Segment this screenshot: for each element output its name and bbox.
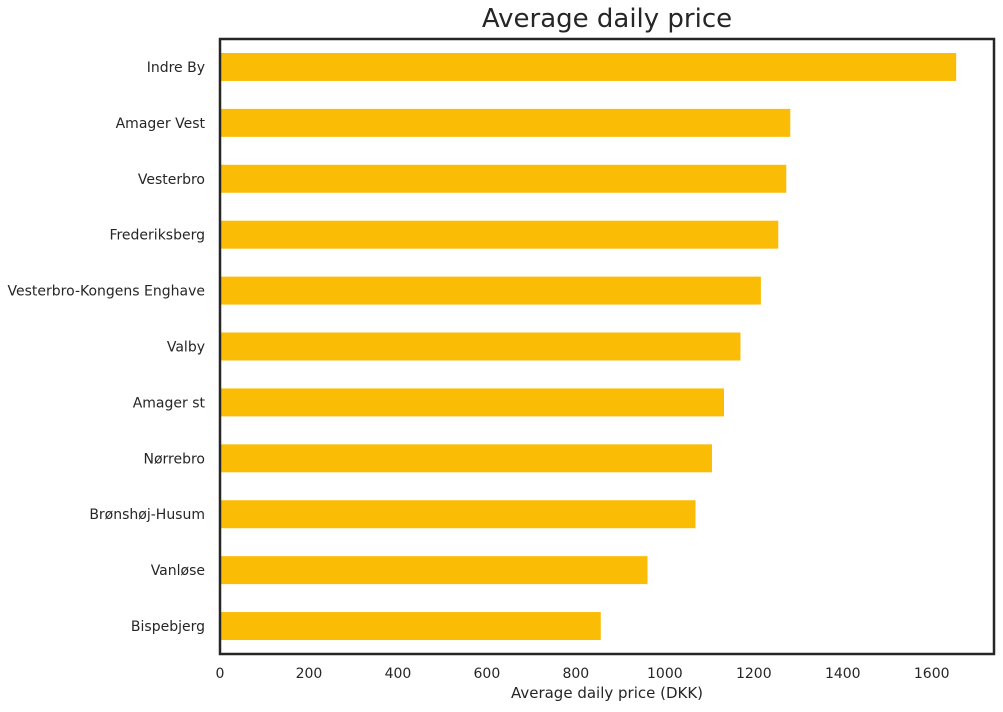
bar (220, 444, 712, 473)
x-tick-label: 0 (216, 666, 225, 682)
category-label: Vanløse (151, 563, 205, 579)
bar (220, 556, 648, 585)
x-axis-ticks: 0 200 400 600 800 1000 1200 1400 1600 (216, 666, 950, 682)
chart-title: Average daily price (481, 4, 733, 34)
bar (220, 276, 761, 305)
x-tick-label: 1600 (914, 666, 950, 682)
plot-frame (218, 37, 996, 656)
category-label: Amager st (133, 395, 206, 411)
x-tick-label: 600 (474, 666, 501, 682)
x-axis-label: Average daily price (DKK) (511, 684, 703, 702)
category-label: Indre By (147, 60, 205, 76)
bar (220, 108, 791, 137)
x-tick-label: 200 (296, 666, 323, 682)
category-label: Nørrebro (143, 451, 205, 467)
bar (220, 612, 601, 641)
category-labels: Indre By Amager Vest Vesterbro Frederiksber… (8, 60, 206, 635)
category-label: Valby (167, 340, 205, 356)
x-tick-label: 1000 (647, 666, 683, 682)
bar (220, 220, 779, 249)
category-label: Vesterbro (138, 172, 205, 188)
bar (220, 52, 957, 81)
bar (220, 500, 696, 529)
bar (220, 388, 724, 417)
bar (220, 332, 741, 361)
x-tick-label: 1400 (825, 666, 861, 682)
category-label: Amager Vest (116, 116, 206, 132)
category-label: Frederiksberg (109, 228, 205, 244)
category-label: Brønshøj-Husum (89, 507, 205, 523)
x-tick-label: 400 (385, 666, 412, 682)
bar (220, 164, 787, 193)
x-tick-label: 800 (562, 666, 589, 682)
category-label: Vesterbro-Kongens Enghave (8, 284, 205, 300)
bars-group (220, 52, 957, 641)
category-label: Bispebjerg (131, 619, 205, 635)
x-tick-label: 1200 (736, 666, 772, 682)
